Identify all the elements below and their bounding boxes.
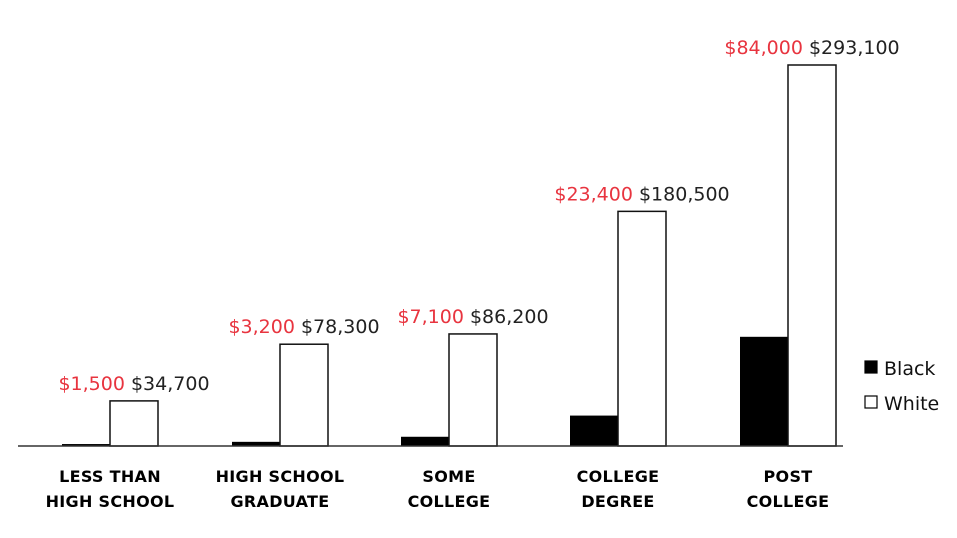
value-label-white-2: $86,200 [470, 306, 549, 328]
value-label-3: $23,400 $180,500 [554, 183, 729, 205]
category-label-4-line-1: COLLEGE [747, 492, 830, 511]
legend-label-white: White [884, 393, 939, 415]
bar-white-2 [448, 333, 498, 447]
legend: Black White [864, 358, 939, 415]
bar-white-4 [787, 64, 837, 447]
category-label-1-line-1: GRADUATE [230, 492, 329, 511]
value-label-white-3: $180,500 [639, 183, 730, 205]
value-labels-layer: $1,500 $34,700 $3,200 $78,300 $7,100 $86,2… [58, 37, 899, 395]
category-label-4-line-0: POST [764, 467, 813, 486]
value-label-black-3: $23,400 [554, 183, 639, 205]
legend-swatch-white [864, 395, 878, 409]
bar-black-4 [740, 336, 788, 446]
value-label-black-4: $84,000 [724, 37, 809, 59]
bar-black-3 [570, 415, 618, 446]
value-label-white-4: $293,100 [809, 37, 900, 59]
bar-black-0 [62, 444, 110, 446]
value-label-4: $84,000 $293,100 [724, 37, 899, 59]
category-label-0-line-1: HIGH SCHOOL [46, 492, 175, 511]
category-labels-layer: LESS THAN HIGH SCHOOL HIGH SCHOOL GRADUATE S… [46, 467, 830, 511]
legend-swatch-black [864, 360, 878, 374]
value-label-0: $1,500 $34,700 [58, 373, 209, 395]
bar-white-0 [109, 400, 159, 447]
category-label-2-line-1: COLLEGE [408, 492, 491, 511]
legend-label-black: Black [884, 358, 935, 380]
value-label-black-2: $7,100 [397, 306, 470, 328]
category-label-3-line-0: COLLEGE [577, 467, 660, 486]
category-label-1-line-0: HIGH SCHOOL [216, 467, 345, 486]
bar-white-1 [279, 343, 329, 447]
category-label-2-line-0: SOME [422, 467, 475, 486]
value-label-2: $7,100 $86,200 [397, 306, 548, 328]
bars-layer [62, 64, 837, 447]
bar-black-2 [401, 436, 449, 446]
bar-white-3 [617, 210, 667, 447]
value-label-black-0: $1,500 [58, 373, 131, 395]
value-label-white-0: $34,700 [131, 373, 210, 395]
category-label-0-line-0: LESS THAN [59, 467, 161, 486]
bar-black-1 [232, 441, 280, 446]
value-label-1: $3,200 $78,300 [228, 316, 379, 338]
value-label-white-1: $78,300 [301, 316, 380, 338]
category-label-3-line-1: DEGREE [581, 492, 654, 511]
value-label-black-1: $3,200 [228, 316, 301, 338]
